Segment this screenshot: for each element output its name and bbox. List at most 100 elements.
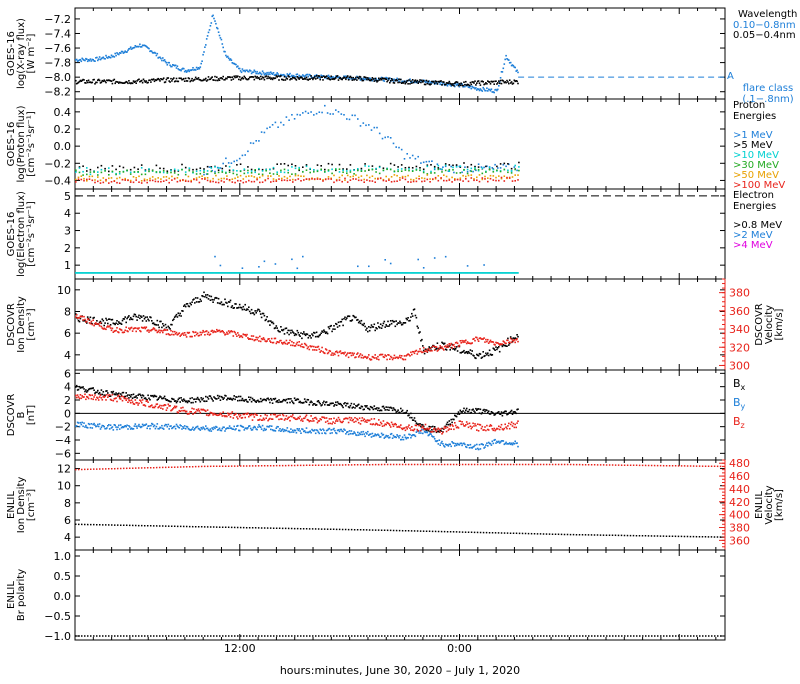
data-point: [387, 321, 389, 323]
data-point: [224, 430, 226, 432]
data-point: [192, 427, 194, 429]
data-point: [505, 166, 507, 168]
data-point: [455, 443, 457, 445]
data-point: [517, 72, 519, 74]
data-point: [357, 352, 359, 354]
data-point: [137, 404, 139, 406]
data-point: [178, 312, 180, 314]
data-point: [374, 324, 376, 326]
data-point: [93, 325, 95, 327]
data-point: [168, 404, 170, 406]
data-point: [413, 82, 415, 84]
data-point: [313, 171, 315, 173]
data-point: [282, 428, 284, 430]
data-point: [239, 430, 241, 432]
data-point: [487, 339, 489, 341]
data-point: [451, 181, 453, 183]
data-point: [456, 172, 458, 174]
data-point: [465, 410, 467, 412]
data-point: [319, 349, 321, 351]
data-point: [298, 399, 300, 401]
data-point: [287, 332, 289, 334]
data-point: [470, 444, 472, 446]
data-point: [245, 176, 247, 178]
data-point: [278, 399, 280, 401]
data-point: [99, 392, 101, 394]
data-point: [108, 424, 110, 426]
data-point: [490, 83, 492, 85]
data-point: [258, 424, 260, 426]
data-point: [196, 301, 198, 303]
data-point: [466, 447, 468, 449]
data-point: [141, 46, 143, 48]
data-point: [168, 77, 170, 79]
data-point: [478, 166, 480, 168]
data-point: [512, 413, 514, 415]
data-point: [353, 353, 355, 355]
data-point: [463, 162, 465, 164]
data-point: [136, 402, 138, 404]
data-point: [193, 332, 195, 334]
data-point: [87, 427, 89, 429]
data-point: [512, 176, 514, 178]
data-point: [236, 174, 238, 176]
data-point: [414, 308, 416, 310]
data-point: [457, 350, 459, 352]
data-point: [200, 173, 202, 175]
data-point: [182, 179, 184, 181]
data-point: [81, 422, 83, 424]
data-point: [135, 327, 137, 329]
data-point: [225, 55, 227, 57]
data-point: [474, 167, 476, 169]
data-point: [419, 331, 421, 333]
data-point: [231, 59, 233, 61]
data-point: [386, 169, 388, 171]
data-point: [400, 357, 402, 359]
data-point: [227, 333, 229, 335]
data-point: [146, 316, 148, 318]
data-point: [190, 402, 192, 404]
data-point: [163, 172, 165, 174]
data-point: [429, 181, 431, 183]
data-point: [112, 394, 114, 396]
data-point: [277, 73, 279, 75]
data-point: [480, 448, 482, 450]
data-point: [84, 426, 86, 428]
data-point: [305, 111, 307, 113]
data-point: [419, 423, 421, 425]
data-point: [160, 181, 162, 183]
data-point: [242, 337, 244, 339]
data-point: [112, 319, 114, 321]
data-point: [253, 335, 255, 337]
data-point: [235, 64, 237, 66]
data-point: [326, 331, 328, 333]
data-point: [259, 336, 261, 338]
data-point: [137, 425, 139, 427]
data-point: [239, 400, 241, 402]
data-point: [107, 396, 109, 398]
data-point: [228, 162, 230, 164]
data-point: [83, 422, 85, 424]
data-point: [267, 74, 269, 76]
data-point: [103, 182, 105, 184]
data-point: [373, 326, 375, 328]
data-point: [403, 82, 405, 84]
data-point: [409, 157, 411, 159]
data-point: [337, 352, 339, 354]
data-point: [273, 181, 275, 183]
data-point: [261, 131, 263, 133]
data-point: [121, 323, 123, 325]
data-point: [192, 171, 194, 173]
data-point: [493, 443, 495, 445]
data-point: [367, 77, 369, 79]
data-point: [406, 153, 408, 155]
data-point: [480, 409, 482, 411]
data-point: [448, 82, 450, 84]
data-point: [138, 176, 140, 178]
data-point: [184, 80, 186, 82]
data-point: [357, 319, 359, 321]
data-point: [251, 414, 253, 416]
data-point: [359, 355, 361, 357]
data-point: [79, 321, 81, 323]
